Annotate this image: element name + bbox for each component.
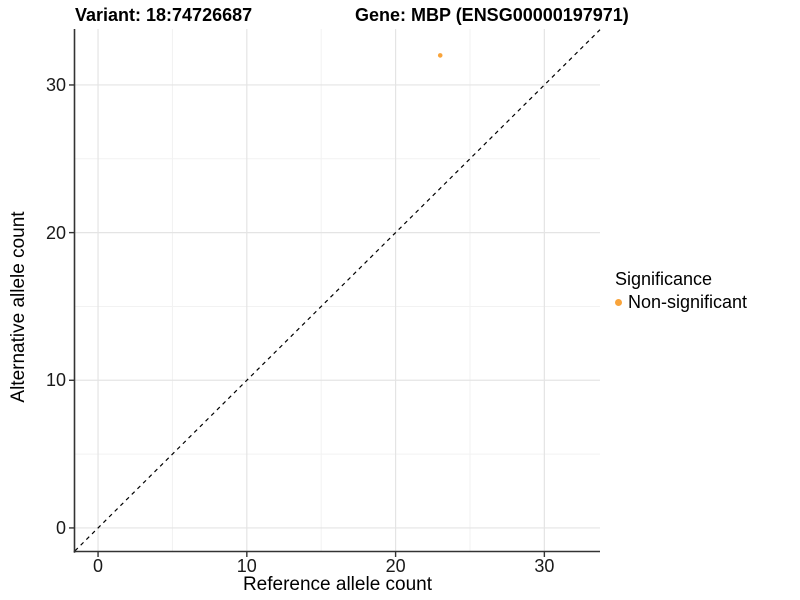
y-tick-label: 0 bbox=[55, 517, 66, 538]
plot-title-gene: Gene: MBP (ENSG00000197971) bbox=[355, 5, 629, 25]
x-tick-label: 20 bbox=[385, 556, 406, 576]
y-tick-label: 30 bbox=[45, 74, 66, 95]
legend-entry-label: Non-significant bbox=[628, 292, 748, 312]
legend: Significance Non-significant bbox=[615, 268, 747, 314]
x-tick-label: 0 bbox=[93, 556, 104, 576]
x-axis-title: Reference allele count bbox=[242, 574, 433, 595]
x-tick-label: 30 bbox=[534, 556, 555, 576]
data-point bbox=[437, 53, 443, 58]
legend-point-icon bbox=[615, 298, 622, 306]
y-tick-label: 20 bbox=[45, 222, 66, 243]
identity-dashed-line bbox=[74, 29, 601, 552]
plot-title-variant: Variant: 18:74726687 bbox=[75, 5, 253, 25]
legend-title: Significance bbox=[615, 269, 713, 289]
y-tick-label: 10 bbox=[45, 370, 66, 391]
legend-entry-non-significant: Non-significant bbox=[615, 290, 747, 314]
y-axis-title: Alternative allele count bbox=[8, 211, 29, 403]
x-tick-label: 10 bbox=[236, 556, 257, 576]
